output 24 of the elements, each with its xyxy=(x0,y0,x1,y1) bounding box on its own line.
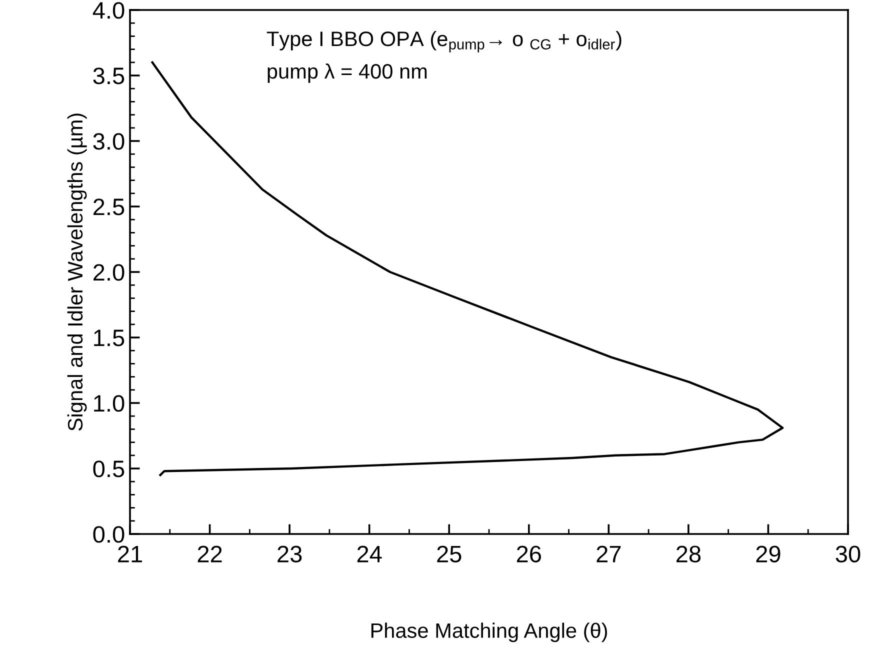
x-tick-label: 22 xyxy=(198,546,222,562)
y-tick-label: 1.5 xyxy=(94,330,124,346)
y-tick-label: 3.5 xyxy=(93,68,124,84)
y-tick-label: 1.0 xyxy=(94,395,124,412)
y-axis-title: Signal and Idler Wavelengths (µm) xyxy=(67,114,87,431)
x-tick-label: 30 xyxy=(836,546,860,562)
x-tick-label: 29 xyxy=(756,546,780,562)
x-tick-label: 26 xyxy=(516,546,541,562)
x-tick-label: 27 xyxy=(596,546,621,562)
x-axis-title: Phase Matching Angle (θ) xyxy=(371,622,607,642)
x-tick-label: 28 xyxy=(676,546,701,562)
x-tick-label: 21 xyxy=(118,546,142,562)
annotation: Type I BBO OPA (e$_{pump}$→ o $_{CG}$ + o$_{idler}$) xyxy=(266,30,622,52)
y-tick-label: 2.5 xyxy=(94,198,124,216)
x-tick-label: 24 xyxy=(357,546,382,562)
line-series xyxy=(151,61,784,476)
y-tick-label: 2.0 xyxy=(94,264,124,281)
y-tick-label: 0.5 xyxy=(93,460,124,478)
x-tick-label: 25 xyxy=(437,546,462,562)
y-tick-label: 3.0 xyxy=(93,133,124,150)
y-tick-label: 0.0 xyxy=(93,526,124,543)
x-tick-label: 23 xyxy=(278,546,302,562)
y-tick-label: 4.0 xyxy=(92,2,124,19)
annotation: pump λ = 400 nm xyxy=(268,63,427,83)
